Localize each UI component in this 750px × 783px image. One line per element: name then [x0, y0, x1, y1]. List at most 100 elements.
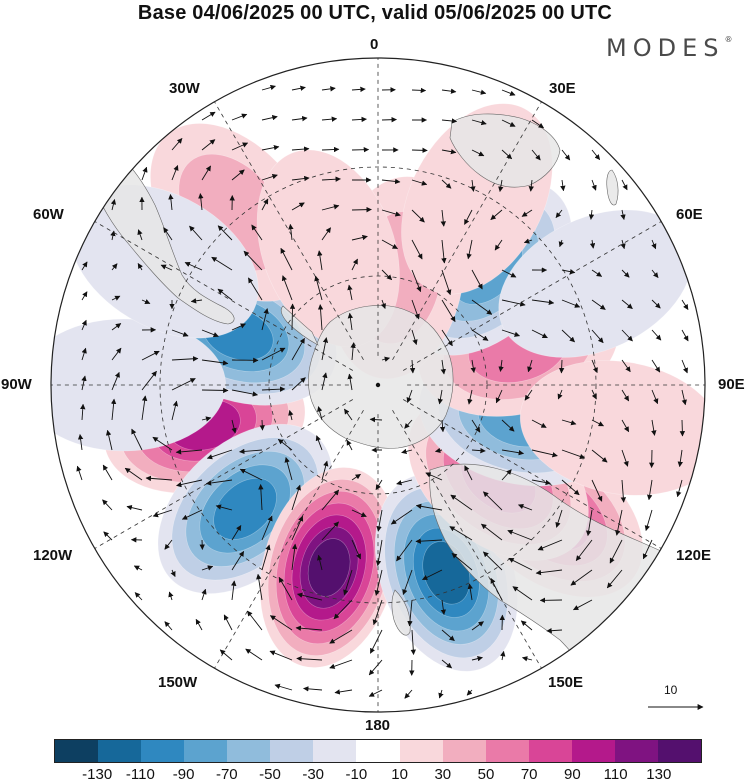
wind-arrow [441, 629, 455, 642]
wind-arrow [531, 419, 547, 428]
wind-arrow [621, 449, 629, 467]
wind-arrow [372, 599, 383, 626]
wind-arrow [231, 389, 259, 397]
wind-arrow [334, 689, 353, 695]
wind-arrow [368, 659, 383, 676]
colorbar-swatch [184, 740, 228, 762]
wind-arrow [381, 116, 397, 123]
wind-arrow [440, 209, 446, 227]
wind-arrow [415, 538, 443, 544]
wind-arrow [441, 88, 457, 94]
wind-arrow [111, 323, 122, 331]
wind-arrow [470, 179, 476, 192]
wind-arrow [201, 329, 219, 338]
brand-text: MODES [606, 34, 725, 62]
wind-arrow [291, 146, 310, 152]
colorbar-swatch [442, 740, 486, 762]
wind-arrow [231, 525, 242, 541]
wind-arrow [494, 239, 503, 251]
wind-arrow [137, 263, 143, 271]
wind-arrow [321, 337, 329, 361]
wind-arrow [439, 419, 446, 433]
wind-arrow [558, 239, 564, 248]
wind-arrow [561, 479, 580, 496]
madagascar-land [606, 169, 619, 206]
wind-arrow [401, 448, 413, 455]
wind-arrow [470, 359, 476, 374]
wind-arrow [677, 449, 683, 468]
wind-arrow [681, 299, 689, 310]
wind-arrow [351, 258, 358, 271]
wind-arrow [201, 165, 211, 181]
wind-arrow [251, 224, 263, 241]
lon-label-150w: 150W [158, 674, 198, 691]
wind-arrow [464, 465, 473, 481]
wind-arrow [321, 227, 331, 241]
wind-arrow [651, 269, 659, 279]
wind-arrow [351, 86, 366, 93]
wind-arrow [402, 569, 413, 596]
wind-arrow [171, 164, 179, 181]
wind-arrow [471, 299, 493, 315]
wind-arrow [560, 179, 566, 192]
wind-arrow [215, 504, 233, 511]
wind-arrow [466, 689, 473, 696]
wind-arrow [141, 166, 148, 181]
wind-arrow [376, 509, 383, 532]
wind-arrow [81, 347, 87, 361]
meridian-line [214, 101, 364, 361]
wind-arrow [437, 389, 444, 405]
wind-arrow [347, 312, 354, 331]
wind-arrow [471, 89, 487, 95]
wind-arrow [681, 389, 687, 406]
wind-arrow [351, 473, 361, 481]
wind-arrow [467, 583, 473, 601]
wind-arrow [438, 689, 444, 699]
map-title: Base 04/06/2025 00 UTC, valid 05/06/2025… [137, 2, 613, 24]
colorbar-tick-label: -70 [215, 766, 238, 783]
wind-arrow [441, 329, 453, 347]
wind-arrow [291, 202, 305, 211]
wind-arrow [303, 686, 323, 692]
map-disc [51, 58, 705, 712]
wind-arrow [441, 299, 456, 323]
wind-arrow [410, 629, 416, 656]
wind-arrow [441, 179, 452, 189]
wind-arrow [375, 539, 383, 567]
wind-arrow [176, 479, 203, 488]
pole-marker [375, 382, 381, 388]
lon-label-120w: 120W [33, 547, 73, 564]
wind-arrow [171, 329, 189, 337]
africa-land [449, 113, 561, 188]
lon-label-90e: 90E [718, 376, 745, 393]
wind-arrow [296, 656, 323, 662]
wind-arrow [591, 269, 603, 277]
wind-arrow [126, 504, 143, 511]
wind-arrow [501, 89, 516, 96]
wind-arrow [261, 144, 280, 151]
wind-arrow [651, 239, 657, 250]
wind-arrow [261, 515, 273, 541]
wind-arrow [679, 419, 686, 437]
wind-arrow [219, 649, 233, 661]
wind-arrow [288, 223, 294, 241]
colorbar-tick-label: -90 [172, 766, 195, 783]
wind-arrow [681, 359, 688, 374]
wind-arrow [406, 389, 413, 404]
wind-arrow [295, 625, 323, 631]
colorbar-tick-labels: -130 -110 -90 -70 -50 -30 -10 10 30 50 70 90 110 130 [54, 766, 702, 783]
wind-arrow [351, 206, 372, 213]
wind-arrow [175, 449, 203, 455]
wind-arrow [124, 467, 143, 481]
wind-arrow [621, 359, 631, 373]
wind-arrow [245, 648, 263, 661]
colorbar [54, 739, 702, 763]
wind-arrow [343, 569, 353, 596]
wind-arrow [291, 85, 306, 91]
wind-arrow [77, 433, 84, 451]
wind-arrow [171, 378, 196, 391]
wind-arrow [621, 419, 630, 433]
wind-arrow [422, 569, 443, 581]
wind-arrow [141, 350, 160, 361]
wind-arrow [512, 586, 533, 601]
